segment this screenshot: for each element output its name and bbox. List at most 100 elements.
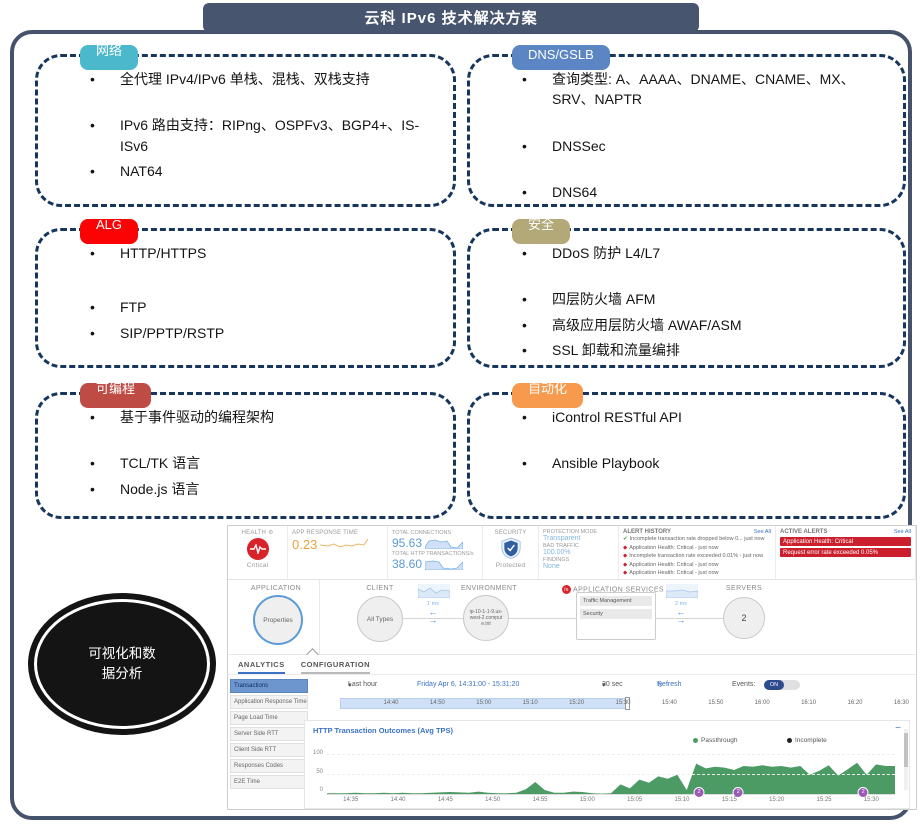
timeline-tick: 15:10 [522, 700, 538, 706]
alert-history-item: ◆ Application Health: Critical - just now [623, 570, 719, 577]
feature-box-programmable: 可编程 基于事件驱动的编程架构 TCL/TK 语言 Node.js 语言 [35, 383, 456, 519]
dashboard-tabs: ANALYTICS CONFIGURATION [228, 648, 916, 675]
bullet-item: DNS64 [516, 182, 893, 203]
protection-mode-value: Transparent [543, 535, 581, 542]
event-marker-icon[interactable]: 2 [857, 787, 869, 798]
art-sparkline [320, 538, 369, 548]
timeline-tick: 15:20 [569, 700, 585, 706]
chart-x-tick: 15:10 [674, 797, 690, 803]
scrollbar[interactable] [904, 729, 908, 790]
scrollbar-thumb[interactable] [904, 733, 908, 767]
bullet-item: Node.js 语言 [84, 479, 443, 500]
environment-node[interactable]: ip-10-1-1-9.us-west-2.compute.int [463, 595, 509, 641]
alert-history-see-all[interactable]: See All [753, 529, 771, 535]
chart-x-tick: 14:50 [485, 797, 501, 803]
bullet-item: 查询类型: A、AAAA、DNAME、CNAME、MX、SRV、NAPTR [516, 69, 882, 110]
check-icon: ✔ [623, 536, 628, 542]
service-row[interactable]: Traffic Management [580, 596, 652, 606]
total-connections-value: 95.63 [392, 536, 423, 550]
service-row[interactable]: Security [580, 609, 652, 619]
tag-network: 网络 [80, 45, 139, 70]
slide-title-banner: 云科 IPv6 技术解决方案 [203, 3, 699, 32]
sidebar-item-page-load-time[interactable]: Page Load Time [230, 711, 308, 725]
sidebar-item-app-response-time[interactable]: Application Response Time [230, 695, 308, 709]
tab-analytics[interactable]: ANALYTICS [238, 660, 285, 674]
feature-box-dns-gslb: DNS/GSLB 查询类型: A、AAAA、DNAME、CNAME、MX、SRV… [467, 45, 906, 207]
feature-box-network: 网络 全代理 IPv4/IPv6 单栈、混栈、双栈支持 IPv6 路由支持：RI… [35, 45, 456, 207]
environment-label: ENVIRONMENT [460, 585, 518, 592]
collapse-button[interactable]: − [895, 723, 901, 734]
analytics-content: Transactions Application Response Time P… [228, 675, 916, 811]
sidebar-item-server-side-rtt[interactable]: Server Side RTT [230, 727, 308, 741]
alert-history-card: ALERT HISTORY See All ✔ Incomplete transa… [619, 526, 776, 579]
arrow-right-icon: → [676, 615, 686, 625]
event-marker-icon[interactable]: 2 [693, 787, 705, 798]
application-node[interactable]: Properties [253, 595, 303, 645]
link-line [509, 618, 576, 619]
application-label: APPLICATION [250, 585, 302, 592]
ellipse-label: 可视化和数据分析 [88, 645, 156, 681]
chart-x-tick: 15:30 [863, 797, 879, 803]
timeline-handle[interactable] [625, 697, 630, 710]
tab-configuration[interactable]: CONFIGURATION [300, 660, 371, 674]
findings-label: FINDINGS [543, 557, 570, 564]
alert-history-title: ALERT HISTORY [623, 529, 672, 535]
range-dropdown[interactable]: Last hour ▾ [348, 681, 378, 689]
timeline-tick: 14:50 [429, 700, 445, 706]
timeline-tick: 16:30 [893, 700, 909, 706]
security-status: Protected [495, 562, 526, 569]
sidebar-item-response-codes[interactable]: Responses Codes [230, 759, 308, 773]
active-alerts-title: ACTIVE ALERTS [780, 529, 828, 535]
shield-icon [487, 537, 534, 561]
timeline-tick: 16:20 [847, 700, 863, 706]
connections-sparkline [425, 539, 464, 549]
bullet-item: Ansible Playbook [516, 453, 893, 474]
findings-value: None [543, 563, 560, 571]
diamond-icon: ◆ [623, 561, 628, 568]
timeline-tick: 15:40 [661, 700, 677, 706]
f5-logo-icon: f5 [562, 585, 571, 594]
chart-x-tick: 15:05 [627, 797, 643, 803]
health-status: Critical [246, 562, 269, 569]
tag-programmable: 可编程 [80, 383, 152, 408]
legend-incomplete[interactable]: Incomplete [787, 737, 827, 744]
tag-security: 安全 [512, 219, 571, 244]
timeline-tick: 16:00 [754, 700, 770, 706]
application-map: APPLICATION CLIENT ENVIRONMENT f5 APPLICA… [228, 580, 916, 655]
sidebar-item-client-side-rtt[interactable]: Client Side RTT [230, 743, 308, 757]
bullet-item: NAT64 [84, 161, 443, 182]
http-sparkline [425, 560, 464, 570]
application-services-box[interactable]: Traffic Management Security [576, 592, 656, 640]
total-http-value: 38.60 [392, 557, 423, 571]
timeline-tick: 15:50 [708, 700, 724, 706]
active-alerts-see-all[interactable]: See All [893, 529, 911, 535]
link-line [401, 618, 463, 619]
health-label: HEALTH [241, 530, 267, 536]
chart-x-tick: 15:00 [579, 797, 595, 803]
timeline-tick: 16:10 [801, 700, 817, 706]
bullet-item: 全代理 IPv4/IPv6 单栈、混栈、双栈支持 [84, 69, 443, 90]
chart-x-tick: 15:25 [816, 797, 832, 803]
events-toggle[interactable]: ON [764, 680, 800, 690]
bullet-item: SIP/PPTP/RSTP [84, 323, 443, 344]
chart-x-labels: 14:35 14:40 14:45 14:50 14:55 15:00 15:05 15:10… [327, 797, 895, 805]
interval-dropdown[interactable]: 30 sec ▾ [602, 681, 623, 689]
gear-icon[interactable]: ⚙ [268, 530, 274, 536]
sidebar-item-e2e-time[interactable]: E2E Time [230, 775, 308, 789]
y-tick: 100 [312, 750, 323, 756]
timeline-tick: 15:30 [615, 700, 631, 706]
security-card: SECURITY Protected [483, 526, 539, 579]
servers-node[interactable]: 2 [723, 597, 765, 639]
feature-box-security: 安全 DDoS 防护 L4/L7 四层防火墙 AFM 高级应用层防火墙 AWAF… [467, 219, 906, 368]
arrow-right-icon: → [428, 615, 438, 625]
feature-box-alg: ALG HTTP/HTTPS FTP SIP/PPTP/RSTP [35, 219, 456, 368]
bullet-item: DNSSec [516, 136, 893, 157]
tps-area-svg [327, 762, 895, 794]
alert-history-item: ◆ Application Health: Critical - just now [623, 561, 719, 568]
active-alerts-card: ACTIVE ALERTS See All Application Health… [776, 526, 916, 579]
sidebar-item-transactions[interactable]: Transactions [230, 679, 308, 693]
bullet-item: SSL 卸载和流量编排 [516, 340, 893, 361]
event-marker-icon[interactable]: 2 [732, 787, 744, 798]
client-node[interactable]: All Types [357, 596, 403, 642]
legend-passthrough[interactable]: Passthrough [693, 737, 738, 744]
